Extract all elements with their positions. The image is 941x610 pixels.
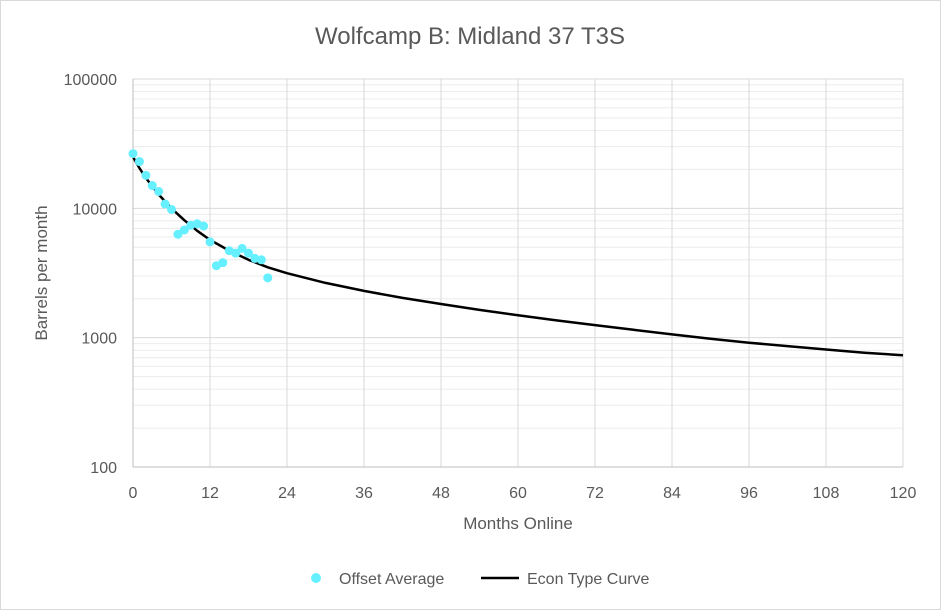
offset-average-point xyxy=(167,204,176,214)
offset-average-point xyxy=(160,199,170,209)
offset-average-point xyxy=(173,229,183,239)
x-tick-label: 36 xyxy=(355,485,373,502)
offset-average-point xyxy=(154,186,164,196)
y-tick-label: 100 xyxy=(90,460,117,477)
major-gridlines xyxy=(132,78,904,468)
legend: Offset Average Econ Type Curve xyxy=(311,571,650,588)
x-tick-label: 108 xyxy=(813,485,840,502)
y-tick-label: 10000 xyxy=(73,201,118,218)
y-tick-label: 1000 xyxy=(81,331,117,348)
offset-average-point xyxy=(179,225,189,235)
x-tick-label: 24 xyxy=(278,485,296,502)
legend-marker-offset-average xyxy=(311,573,321,583)
y-axis-ticks: 100 1000 10000 100000 xyxy=(64,72,117,477)
x-tick-label: 96 xyxy=(740,485,758,502)
x-tick-label: 72 xyxy=(586,485,604,502)
x-tick-label: 84 xyxy=(663,485,681,502)
offset-average-point xyxy=(205,237,215,247)
x-tick-label: 48 xyxy=(432,485,450,502)
offset-average-point xyxy=(147,181,157,191)
y-axis-title: Barrels per month xyxy=(32,205,51,340)
y-tick-label: 100000 xyxy=(64,72,117,89)
offset-average-point xyxy=(134,157,144,167)
x-axis-ticks: 0 12 24 36 48 60 72 84 96 108 120 xyxy=(129,485,917,502)
legend-label-econ-type-curve: Econ Type Curve xyxy=(527,571,650,588)
offset-average-point xyxy=(231,248,241,258)
legend-label-offset-average: Offset Average xyxy=(339,571,444,588)
x-tick-label: 12 xyxy=(201,485,219,502)
offset-average-point xyxy=(141,170,151,180)
x-tick-label: 0 xyxy=(129,485,138,502)
offset-average-point xyxy=(128,149,138,159)
x-axis-title: Months Online xyxy=(463,514,573,533)
series-layer xyxy=(128,149,904,357)
offset-average-point xyxy=(263,273,273,283)
offset-average-point xyxy=(199,221,209,231)
offset-average-point xyxy=(256,255,266,265)
offset-average-point xyxy=(244,248,253,258)
chart-title: Wolfcamp B: Midland 37 T3S xyxy=(315,23,625,50)
x-tick-label: 60 xyxy=(509,485,527,502)
offset-average-point xyxy=(237,243,247,253)
x-tick-label: 120 xyxy=(890,485,917,502)
offset-average-point xyxy=(218,258,228,268)
